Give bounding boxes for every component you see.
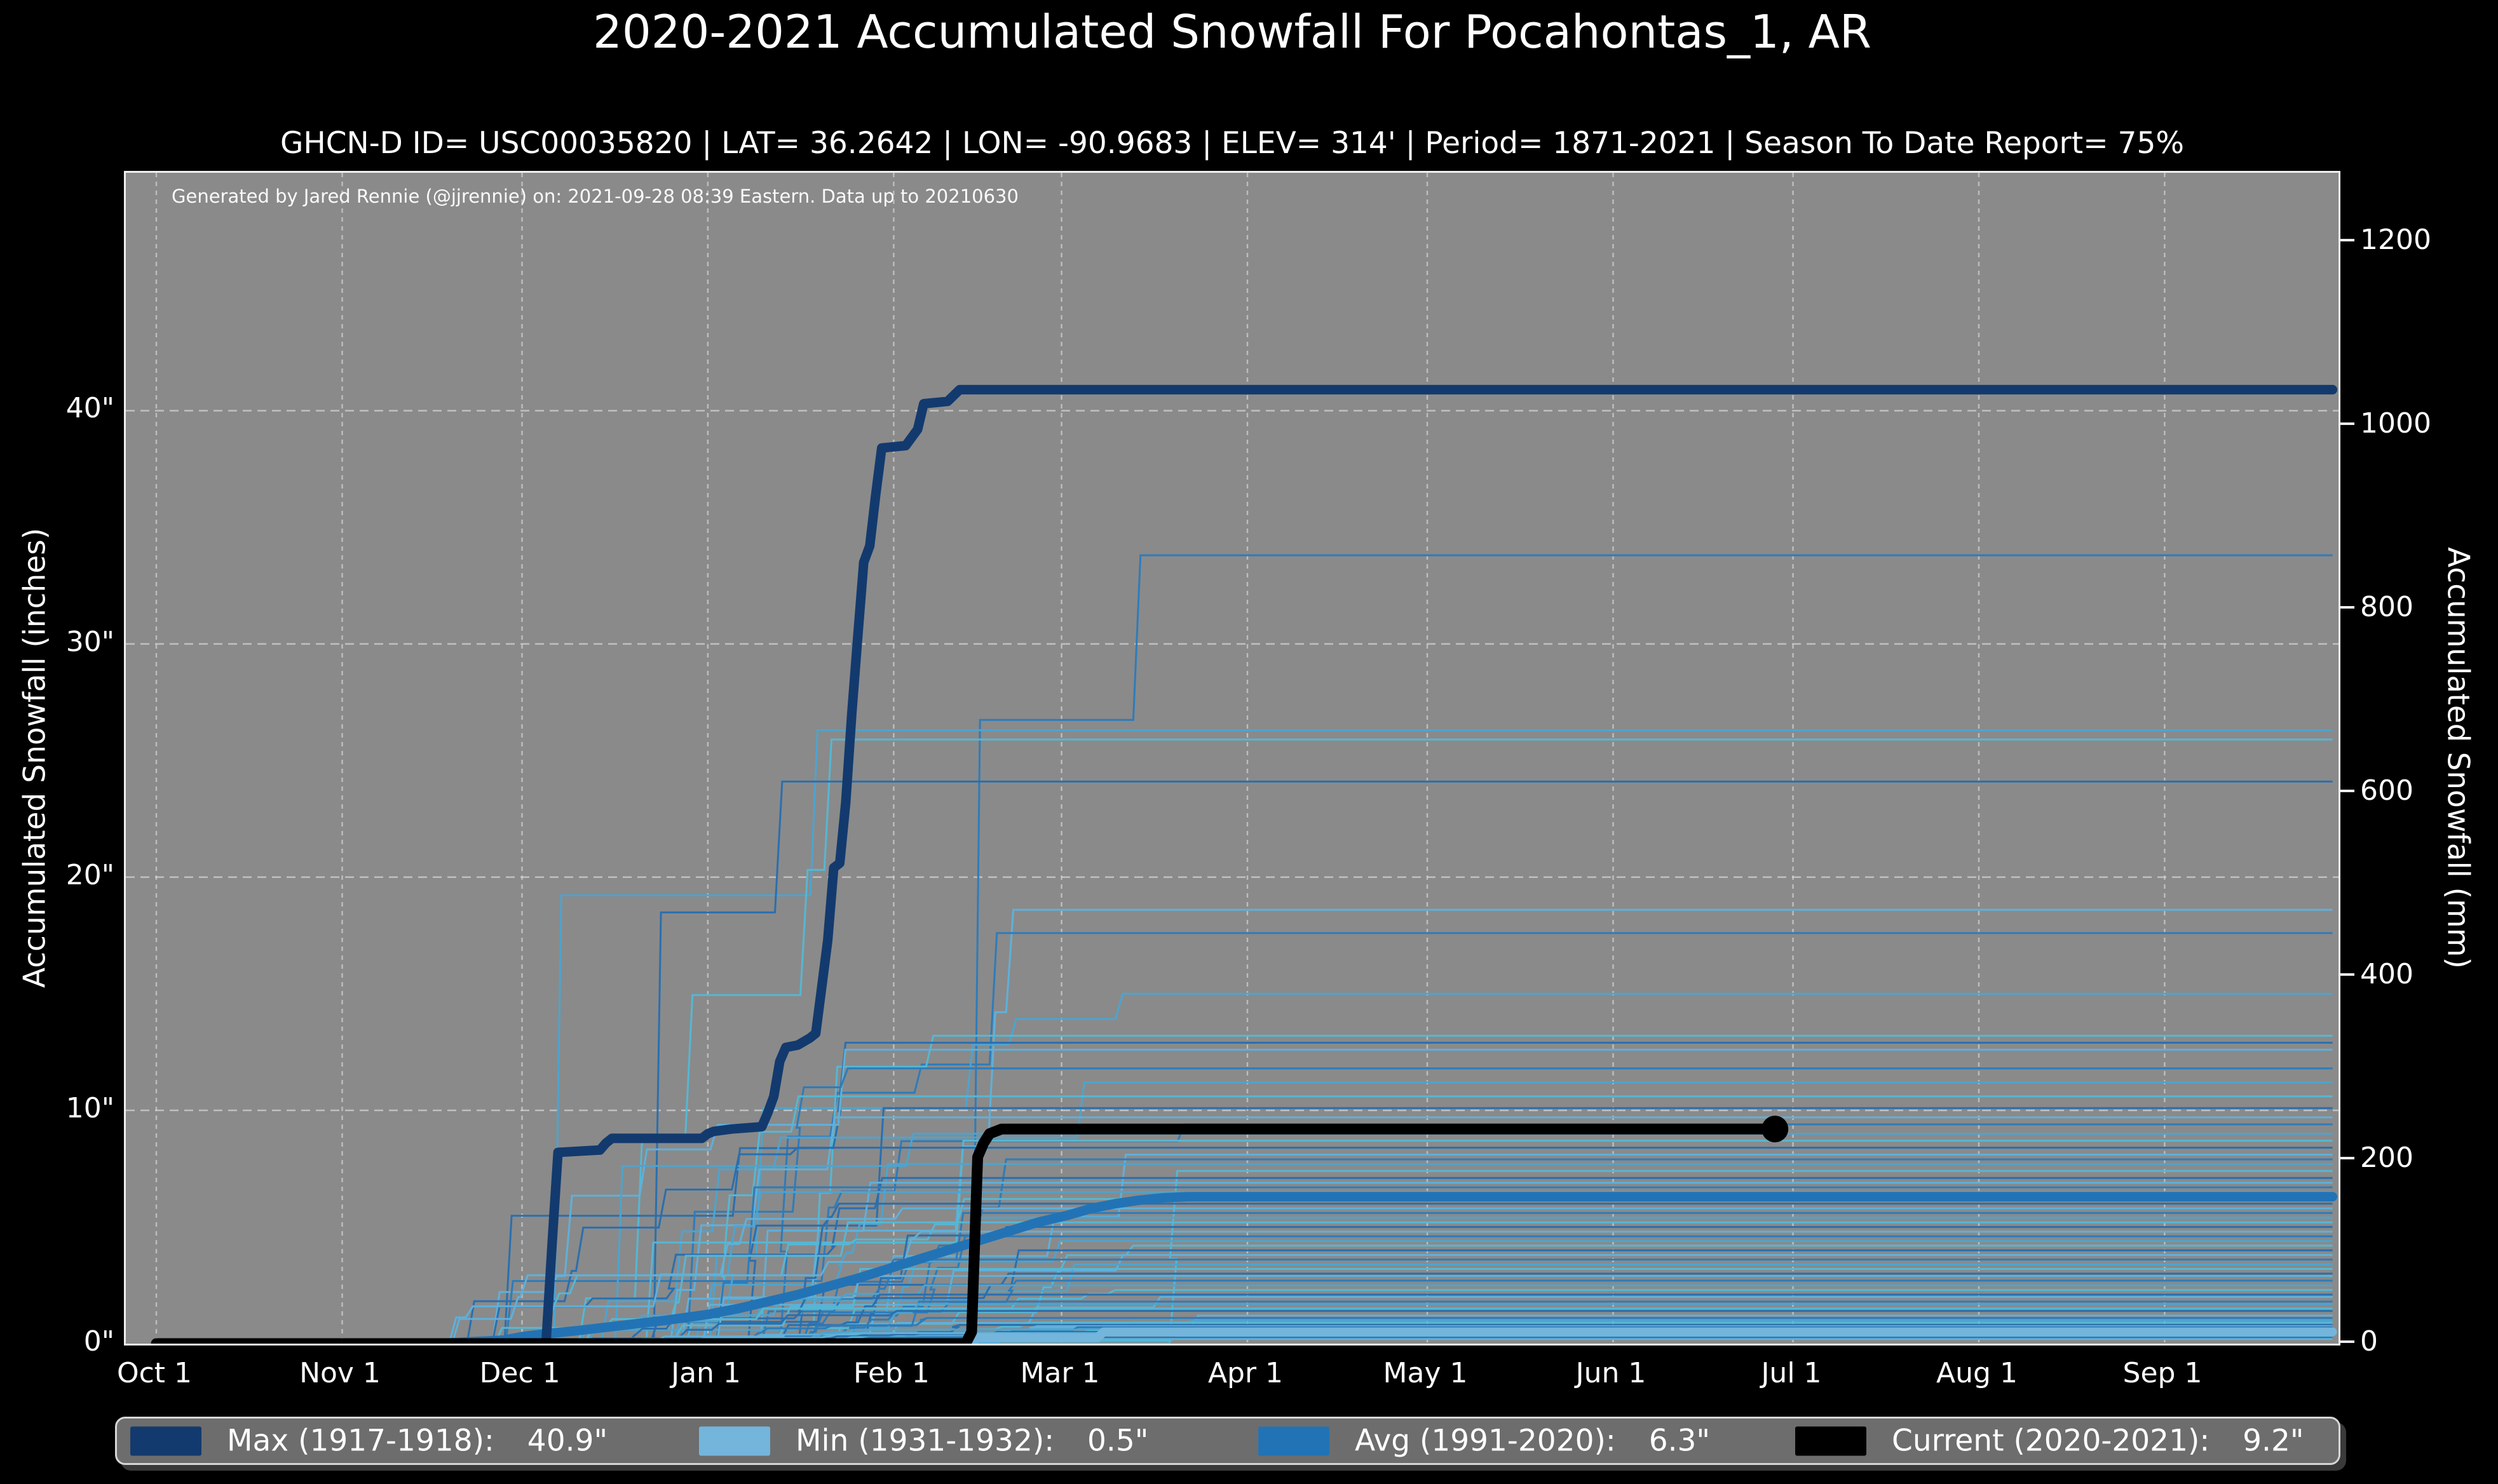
y-right-tick-label: 1200 <box>2360 224 2431 256</box>
y-right-tick-label: 600 <box>2360 774 2413 807</box>
current-line-swatch <box>1795 1426 1866 1455</box>
legend: Max (1917-1918): 40.9" Min (1931-1932): 0.… <box>115 1417 2340 1465</box>
background-year-line <box>156 1140 2333 1344</box>
legend-item-max: Max (1917-1918): 40.9" <box>130 1424 608 1459</box>
y-right-tick-mark <box>2340 1157 2354 1159</box>
background-year-line <box>156 1095 2333 1344</box>
background-year-line <box>156 729 2333 1344</box>
x-tick-label: Dec 1 <box>479 1357 560 1389</box>
background-year-line <box>156 1310 2333 1344</box>
max-line <box>151 384 2338 1344</box>
x-tick-label: Oct 1 <box>116 1357 193 1389</box>
min-line-swatch <box>699 1426 770 1455</box>
background-year-line <box>156 1116 2333 1344</box>
x-tick-label: Feb 1 <box>853 1357 930 1389</box>
x-tick-label: Jun 1 <box>1575 1357 1646 1389</box>
background-year-line <box>156 992 2333 1344</box>
background-year-line <box>156 1081 2333 1344</box>
y-right-tick-label: 1000 <box>2360 407 2431 440</box>
chart-canvas <box>126 173 2338 1344</box>
station-metadata-subtitle: GHCN-D ID= USC00035820 | LAT= 36.2642 | … <box>280 126 2185 161</box>
y-right-tick-mark <box>2340 239 2354 241</box>
y-right-tick-label: 800 <box>2360 591 2413 623</box>
x-tick-label: May 1 <box>1383 1357 1468 1389</box>
background-year-line <box>156 780 2333 1344</box>
background-year-line <box>156 1221 2333 1344</box>
y-right-tick-label: 200 <box>2360 1142 2413 1174</box>
y-right-tick-label: 400 <box>2360 958 2413 990</box>
page-title: 2020-2021 Accumulated Snowfall For Pocah… <box>593 5 1871 58</box>
x-tick-label: Mar 1 <box>1020 1357 1100 1389</box>
x-tick-label: Jan 1 <box>671 1357 741 1389</box>
y-left-tick-label: 20" <box>65 859 114 891</box>
y-right-tick-mark <box>2340 790 2354 792</box>
legend-label-min: Min (1931-1932): <box>796 1423 1055 1459</box>
legend-label-current: Current (2020-2021): <box>1892 1423 2210 1459</box>
avg-line-swatch <box>1258 1426 1329 1455</box>
background-year-line <box>156 1067 2333 1344</box>
x-tick-label: Aug 1 <box>1936 1357 2018 1389</box>
background-year-line <box>156 1303 2333 1344</box>
background-year-line <box>156 1231 2333 1344</box>
legend-label-max: Max (1917-1918): <box>227 1423 494 1459</box>
y-axis-label-right: Accumulated Snowfall (mm) <box>2440 547 2476 969</box>
background-year-line <box>156 554 2333 1344</box>
legend-item-avg: Avg (1991-2020): 6.3" <box>1258 1424 1710 1459</box>
y-right-tick-mark <box>2340 973 2354 976</box>
y-axis-label-left: Accumulated Snowfall (inches) <box>17 527 53 988</box>
y-right-tick-mark <box>2340 422 2354 425</box>
legend-value-min: 0.5" <box>1087 1423 1149 1459</box>
y-right-tick-mark <box>2340 606 2354 609</box>
background-year-line <box>156 1147 2333 1344</box>
y-left-tick-label: 40" <box>65 392 114 424</box>
background-year-line <box>156 1249 2333 1344</box>
chart-annotation: Generated by Jared Rennie (@jjrennie) on… <box>172 186 1019 207</box>
plot-area: Generated by Jared Rennie (@jjrennie) on… <box>124 171 2340 1346</box>
y-right-tick-label: 0 <box>2360 1325 2378 1358</box>
background-year-line <box>156 1191 2333 1344</box>
max-line-swatch <box>130 1426 201 1455</box>
avg-line <box>151 1192 2338 1344</box>
legend-value-max: 40.9" <box>527 1423 608 1459</box>
legend-item-current: Current (2020-2021): 9.2" <box>1795 1424 2304 1459</box>
x-tick-label: Apr 1 <box>1207 1357 1284 1389</box>
background-year-line <box>156 1154 2333 1344</box>
y-left-tick-label: 10" <box>65 1092 114 1124</box>
y-left-tick-label: 0" <box>83 1325 114 1358</box>
y-left-tick-label: 30" <box>65 626 114 658</box>
legend-value-avg: 6.3" <box>1648 1423 1711 1459</box>
background-year-line <box>156 1133 2333 1344</box>
current-end-marker <box>1761 1116 1789 1143</box>
x-tick-label: Sep 1 <box>2122 1357 2203 1389</box>
background-year-line <box>156 738 2333 1344</box>
x-tick-label: Nov 1 <box>299 1357 381 1389</box>
legend-value-current: 9.2" <box>2243 1423 2304 1459</box>
x-tick-label: Jul 1 <box>1761 1357 1822 1389</box>
current-line <box>151 1123 1781 1344</box>
background-year-line <box>156 1163 2333 1344</box>
legend-item-min: Min (1931-1932): 0.5" <box>699 1424 1148 1459</box>
min-line <box>152 1327 2337 1344</box>
legend-label-avg: Avg (1991-2020): <box>1355 1423 1616 1459</box>
background-year-line <box>156 1186 2333 1344</box>
background-year-line <box>156 1203 2333 1344</box>
y-right-tick-mark <box>2340 1340 2354 1343</box>
